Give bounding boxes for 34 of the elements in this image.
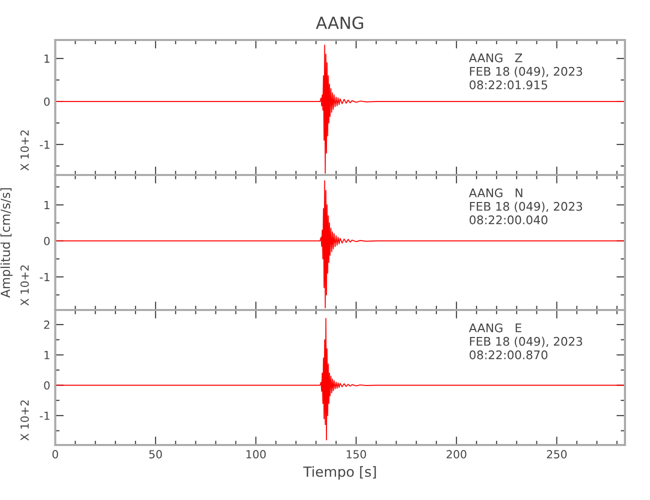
x-tick-label: 100 <box>246 450 266 458</box>
x-tick-label: 200 <box>446 450 466 458</box>
y-tick-label: 0 <box>44 97 50 106</box>
x-tick-label: 250 <box>546 450 567 458</box>
y-tick-label: 1 <box>44 54 50 63</box>
annotation: FEB 18 (049), 2023 <box>470 336 582 348</box>
x-axis-title: Tiempo [s] <box>303 466 376 480</box>
annotation: FEB 18 (049), 2023 <box>470 202 582 212</box>
y-tick-label: -1 <box>40 412 50 420</box>
y-tick-label: 1 <box>44 201 50 210</box>
line-series <box>55 44 625 174</box>
annotation: 08:22:00.870 <box>470 350 548 360</box>
y-tick-label: 1 <box>44 351 50 360</box>
y-tick-label: 0 <box>44 236 50 246</box>
text: X 10+2 <box>20 130 29 171</box>
annotation: AANG Z <box>468 53 522 62</box>
y-tick-label: 2 <box>44 320 50 329</box>
y-tick-label: -1 <box>40 140 50 149</box>
y-tick-label: -1 <box>40 273 50 282</box>
x-tick-label: 150 <box>346 450 366 458</box>
line-series <box>55 180 625 308</box>
chart-title: AANG <box>316 16 364 30</box>
annotation: AANG E <box>468 323 522 332</box>
annotation: AANG N <box>468 188 522 198</box>
y-axis-title: Amplitud [cm/s/s] <box>0 188 13 298</box>
annotation: 08:22:00.040 <box>470 215 548 224</box>
annotation: 08:22:01.915 <box>470 80 548 90</box>
y-tick-label: 0 <box>44 381 50 390</box>
text: X 10+2 <box>20 265 29 306</box>
x-tick-label: 50 <box>149 450 162 458</box>
annotation: FEB 18 (049), 2023 <box>470 66 582 78</box>
text: X 10+2 <box>20 400 29 441</box>
line-series <box>55 318 625 440</box>
x-tick-label: 0 <box>52 450 58 458</box>
